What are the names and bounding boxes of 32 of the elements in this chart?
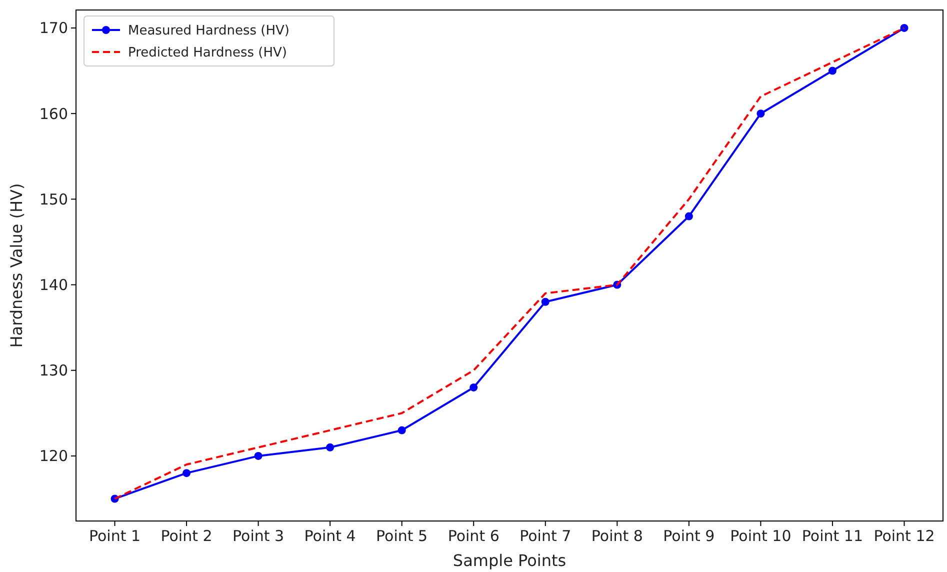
x-tick-label: Point 4 (304, 527, 356, 545)
y-tick-label: 140 (39, 276, 68, 294)
y-tick-label: 120 (39, 447, 68, 466)
legend-label: Predicted Hardness (HV) (128, 46, 287, 61)
point (828, 66, 836, 75)
x-tick-label: Point 6 (448, 527, 500, 545)
y-tick-label: 170 (39, 19, 68, 38)
x-tick-label: Point 10 (730, 527, 792, 545)
y-axis-title: Hardness Value (HV) (7, 183, 26, 348)
y-tick-label: 160 (39, 104, 68, 123)
legend-label: Measured Hardness (HV) (128, 24, 290, 39)
y-tick-label: 150 (39, 190, 68, 208)
x-axis-title: Sample Points (452, 551, 566, 570)
x-tick-label: Point 5 (376, 527, 428, 545)
point (684, 212, 693, 220)
point (254, 452, 262, 460)
x-tick-label: Point 8 (591, 527, 643, 545)
point (326, 443, 334, 452)
y-tick-label: 130 (39, 362, 68, 380)
point (182, 469, 191, 478)
x-tick-label: Point 11 (802, 527, 864, 545)
point (900, 24, 908, 32)
x-tick-label: Point 2 (160, 527, 212, 545)
x-tick-label: Point 1 (88, 527, 141, 545)
x-tick-label: Point 3 (232, 527, 284, 545)
point (541, 298, 550, 306)
point (756, 110, 765, 118)
x-tick-label: Point 7 (520, 527, 572, 545)
x-tick-label: Point 12 (874, 527, 935, 545)
point (398, 426, 406, 434)
point (470, 383, 478, 392)
x-tick-label: Point 9 (663, 527, 715, 545)
